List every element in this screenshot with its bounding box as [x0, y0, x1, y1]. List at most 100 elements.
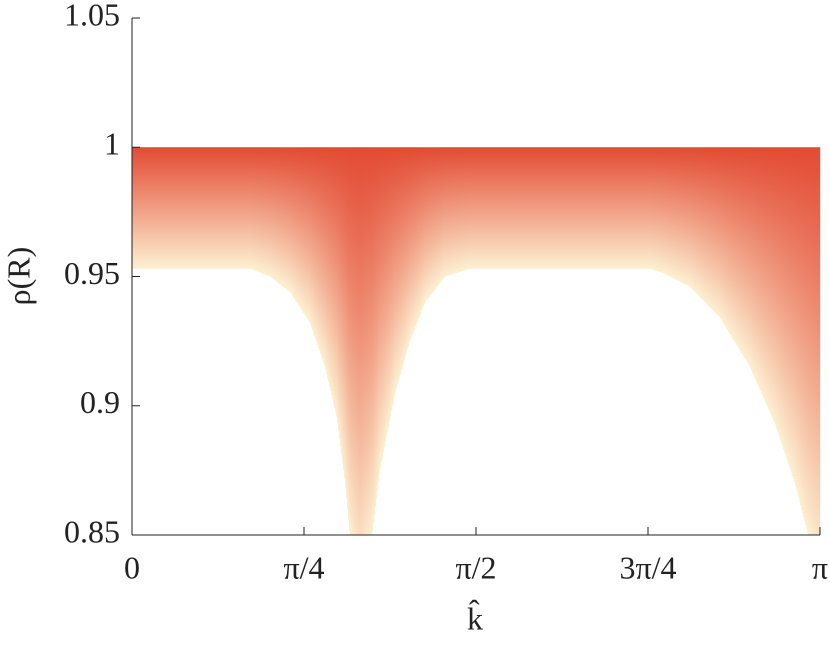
gradient-strip — [175, 147, 177, 269]
gradient-strip — [479, 147, 481, 269]
gradient-strip — [798, 147, 800, 498]
gradient-strip — [387, 147, 389, 432]
gradient-strip — [317, 147, 319, 346]
gradient-strip — [290, 147, 292, 293]
gradient-strip — [237, 147, 239, 269]
gradient-strip — [623, 147, 625, 269]
gradient-strip — [571, 147, 573, 269]
gradient-strip — [767, 147, 769, 407]
gradient-strip — [460, 147, 462, 272]
gradient-strip — [415, 147, 417, 327]
gradient-strip — [467, 147, 469, 270]
gradient-strip — [285, 147, 287, 289]
gradient-strip — [287, 147, 289, 291]
gradient-strip — [658, 147, 660, 272]
gradient-strip — [247, 147, 249, 269]
gradient-strip — [469, 147, 471, 269]
gradient-strip — [286, 147, 288, 290]
gradient-strip — [240, 147, 242, 269]
gradient-strip — [776, 147, 778, 429]
gradient-strip — [551, 147, 553, 269]
gradient-strip — [272, 147, 274, 279]
gradient-strip — [347, 147, 349, 510]
gradient-strip — [655, 147, 657, 271]
gradient-strip — [805, 147, 807, 525]
gradient-strip — [648, 147, 650, 269]
gradient-strip — [694, 147, 696, 292]
gradient-strip — [324, 147, 326, 366]
gradient-strip — [711, 147, 713, 310]
gradient-strip — [386, 147, 388, 437]
gradient-strip — [567, 147, 569, 269]
gradient-strip — [564, 147, 566, 269]
gradient-strip — [178, 147, 180, 269]
gradient-strip — [422, 147, 424, 309]
gradient-strip — [392, 147, 394, 406]
gradient-strip — [642, 147, 644, 269]
gradient-strip — [635, 147, 637, 269]
gradient-strip — [772, 147, 774, 419]
gradient-strip — [705, 147, 707, 303]
gradient-strip — [297, 147, 299, 304]
gradient-strip — [588, 147, 590, 269]
gradient-strip — [414, 147, 416, 330]
gradient-strip — [782, 147, 784, 447]
gradient-strip — [423, 147, 425, 307]
gradient-strip — [335, 147, 337, 413]
gradient-strip — [475, 147, 477, 269]
gradient-strip — [684, 147, 686, 284]
gradient-strip — [481, 147, 483, 269]
gradient-strip — [454, 147, 456, 274]
gradient-strip — [370, 147, 372, 535]
gradient-strip — [775, 147, 777, 426]
gradient-strip — [722, 147, 724, 322]
gradient-strip — [641, 147, 643, 269]
gradient-strip — [343, 147, 345, 471]
gradient-strip — [706, 147, 708, 304]
gradient-strip — [699, 147, 701, 297]
gradient-strip — [581, 147, 583, 269]
gradient-strip — [715, 147, 717, 314]
gradient-strip — [756, 147, 758, 382]
gradient-strip — [339, 147, 341, 439]
gradient-strip — [322, 147, 324, 360]
gradient-strip — [650, 147, 652, 269]
gradient-strip — [384, 147, 386, 447]
gradient-strip — [334, 147, 336, 409]
gradient-strip — [732, 147, 734, 339]
gradient-strip — [193, 147, 195, 269]
gradient-strip — [295, 147, 297, 301]
gradient-strip — [245, 147, 247, 269]
gradient-strip — [256, 147, 258, 272]
gradient-strip — [300, 147, 302, 309]
gradient-strip — [666, 147, 668, 275]
gradient-strip — [799, 147, 801, 502]
gradient-strip — [270, 147, 272, 277]
gradient-strip — [197, 147, 199, 269]
gradient-strip — [591, 147, 593, 269]
gradient-strip — [760, 147, 762, 391]
gradient-strip — [169, 147, 171, 269]
gradient-strip — [153, 147, 155, 269]
gradient-strip — [280, 147, 282, 285]
gradient-strip — [514, 147, 516, 269]
gradient-strip — [313, 147, 315, 334]
gradient-strip — [368, 147, 370, 535]
gradient-strip — [587, 147, 589, 269]
gradient-strip — [498, 147, 500, 269]
gradient-strip — [599, 147, 601, 269]
gradient-strip — [702, 147, 704, 300]
gradient-strip — [802, 147, 804, 514]
gradient-strip — [523, 147, 525, 269]
gradient-strip — [755, 147, 757, 380]
gradient-strip — [433, 147, 435, 292]
gradient-strip — [219, 147, 221, 269]
gradient-strip — [492, 147, 494, 269]
gradient-strip — [204, 147, 206, 269]
gradient-strip — [442, 147, 444, 280]
gradient-strip — [311, 147, 313, 328]
gradient-strip — [207, 147, 209, 269]
gradient-strip — [283, 147, 285, 288]
gradient-strip — [429, 147, 431, 297]
